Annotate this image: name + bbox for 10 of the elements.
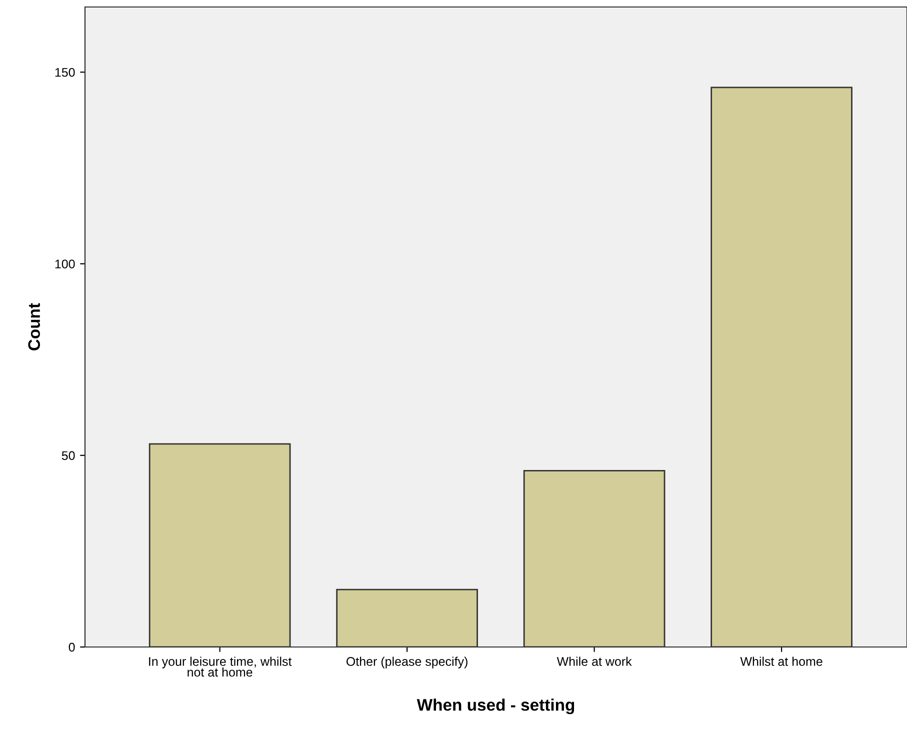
y-tick-label: 100 — [55, 260, 75, 268]
x-tick-label: In your leisure time, whilst not at home — [149, 656, 292, 677]
y-axis-title: Count — [28, 303, 40, 350]
x-tick-label: Other (please specify) — [346, 656, 468, 668]
x-tick-label: Whilst at home — [740, 656, 822, 666]
y-tick-label: 50 — [62, 451, 75, 460]
y-tick-label: 150 — [55, 68, 75, 77]
y-tick-label: 0 — [68, 642, 75, 652]
x-axis-title: When used - setting — [416, 698, 574, 714]
x-tick-label: While at work — [556, 656, 632, 666]
